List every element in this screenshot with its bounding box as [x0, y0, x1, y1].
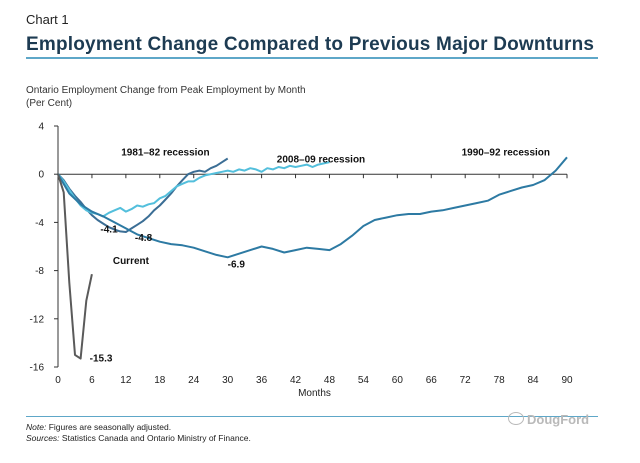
- series-line: [57, 173, 93, 360]
- series-line: [57, 157, 229, 233]
- x-axis-label: Months: [298, 388, 331, 399]
- chart-number-label: Chart 1: [26, 12, 69, 27]
- y-tick-label: -4: [35, 218, 44, 229]
- annotation-label: -15.3: [90, 354, 113, 365]
- y-tick-label: -8: [35, 266, 44, 277]
- x-tick-label: 66: [426, 375, 438, 386]
- x-tick-label: 42: [290, 375, 302, 386]
- footnotes: Note: Figures are seasonally adjusted. S…: [26, 422, 251, 444]
- x-tick-label: 48: [324, 375, 336, 386]
- chart-unit: (Per Cent): [26, 98, 73, 109]
- sources-text: Statistics Canada and Ontario Ministry o…: [59, 433, 251, 443]
- sources-label: Sources:: [26, 433, 60, 443]
- x-tick-label: 36: [256, 375, 268, 386]
- x-tick-label: 84: [528, 375, 540, 386]
- chart-subtitle: Ontario Employment Change from Peak Empl…: [26, 85, 306, 96]
- x-tick-label: 24: [188, 375, 200, 386]
- note-text: Figures are seasonally adjusted.: [46, 422, 172, 432]
- footer-divider: [26, 416, 598, 417]
- x-tick-label: 54: [358, 375, 370, 386]
- y-tick-label: -12: [30, 314, 45, 325]
- series-line: [57, 161, 330, 218]
- x-tick-label: 90: [561, 375, 573, 386]
- y-tick-label: -16: [30, 363, 45, 374]
- y-tick-label: 0: [38, 170, 44, 181]
- annotation-label: 1990–92 recession: [462, 148, 550, 159]
- x-tick-label: 18: [154, 375, 166, 386]
- annotation-label: -4.8: [135, 233, 153, 244]
- note-line: Note: Figures are seasonally adjusted.: [26, 422, 251, 433]
- x-tick-label: 6: [89, 375, 95, 386]
- x-tick-label: 78: [494, 375, 506, 386]
- annotation-label: Current: [113, 256, 150, 267]
- watermark-text: DougFord: [527, 412, 590, 427]
- x-tick-label: 0: [55, 375, 61, 386]
- chart-title: Employment Change Compared to Previous M…: [26, 34, 595, 55]
- chart-subtitle-block: Ontario Employment Change from Peak Empl…: [26, 84, 306, 110]
- wechat-icon: [508, 412, 524, 425]
- annotation-label: -4.1: [100, 225, 118, 236]
- annotation-label: 2008–09 recession: [277, 155, 365, 166]
- x-tick-label: 30: [222, 375, 234, 386]
- y-tick-label: 4: [38, 122, 44, 133]
- series-line: [57, 156, 568, 259]
- watermark: DougFord: [508, 412, 589, 427]
- annotation-label: 1981–82 recession: [121, 148, 209, 159]
- title-divider: [26, 57, 598, 59]
- x-tick-label: 72: [460, 375, 472, 386]
- note-label: Note:: [26, 422, 47, 432]
- sources-line: Sources: Statistics Canada and Ontario M…: [26, 433, 251, 444]
- annotation-label: -6.9: [228, 260, 246, 271]
- x-tick-label: 60: [392, 375, 404, 386]
- x-tick-label: 12: [120, 375, 132, 386]
